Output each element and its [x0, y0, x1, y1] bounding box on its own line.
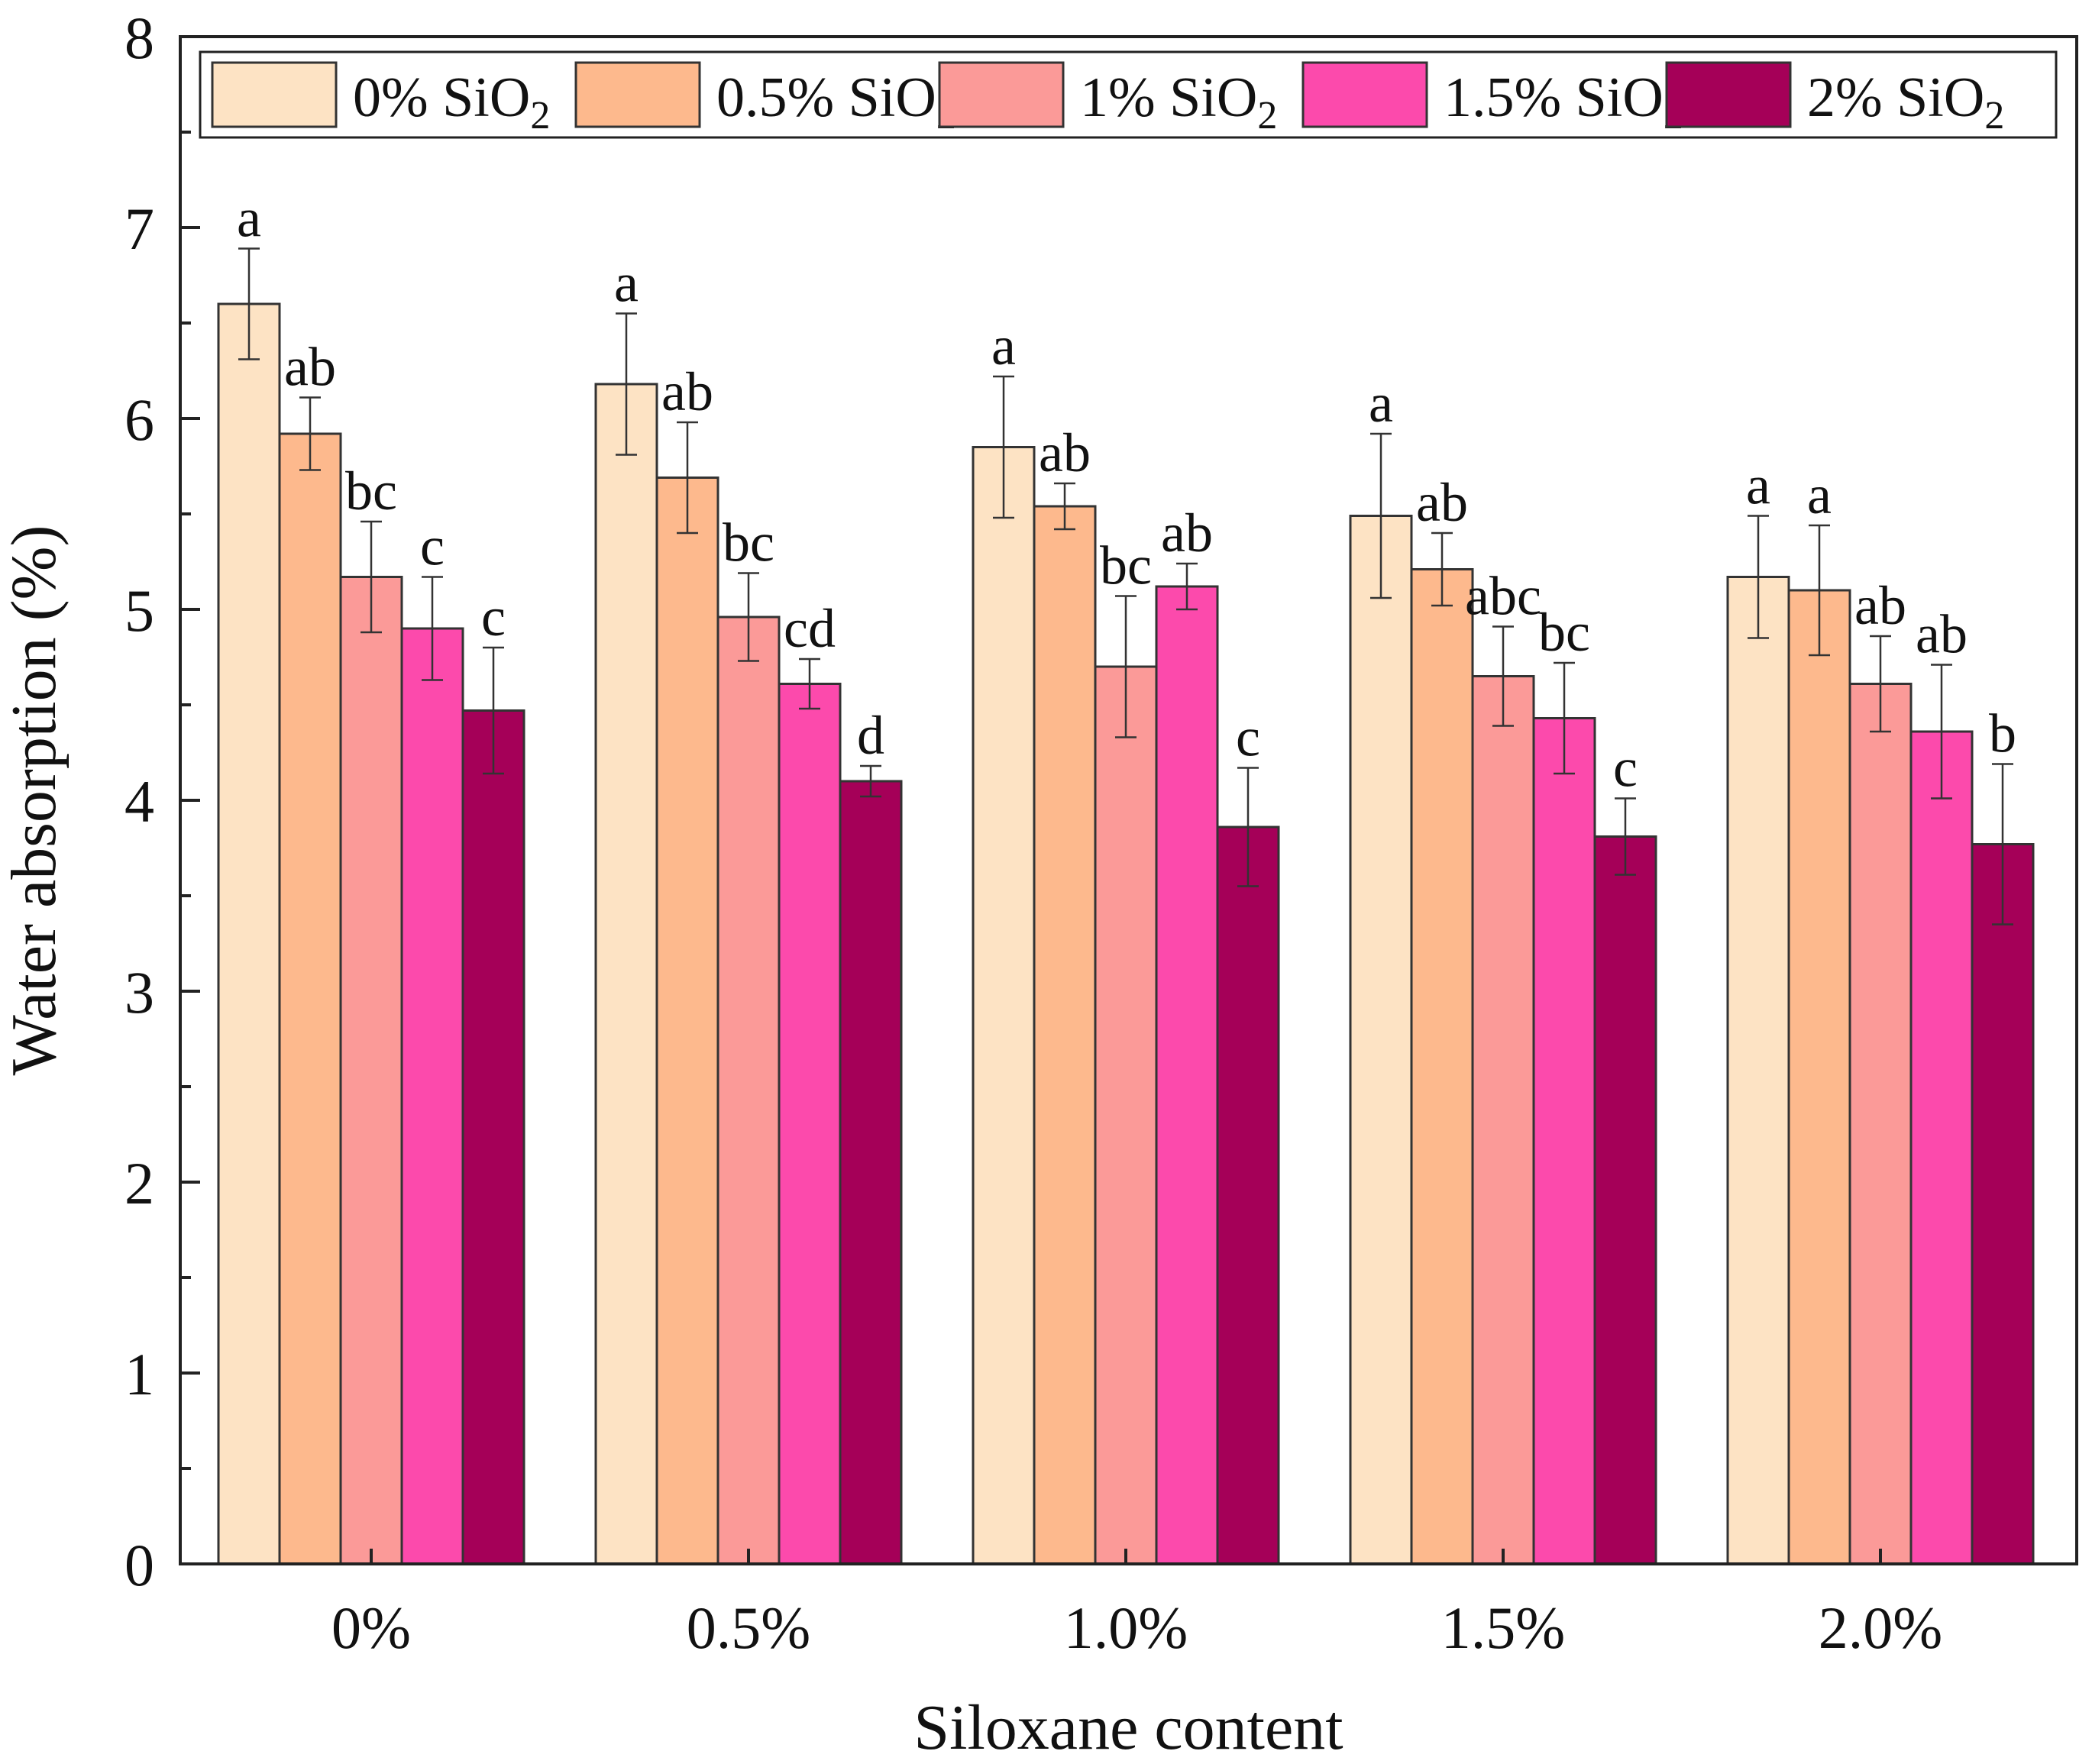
- bar: [1094, 665, 1158, 1565]
- legend-swatch: [1301, 61, 1428, 128]
- x-tick-label: 0.5%: [687, 1594, 810, 1661]
- x-tick-label: 1.5%: [1441, 1594, 1565, 1661]
- bar: [339, 576, 403, 1565]
- legend-label: 2% SiO2: [1807, 66, 2004, 137]
- bar: [461, 709, 525, 1565]
- x-axis-ticks: 0% 0.5% 1.0% 1.5% 2.0%: [331, 1549, 1942, 1661]
- significance-label: a: [991, 315, 1016, 376]
- legend-label-subscript: 2: [1984, 94, 2004, 137]
- significance-label: bc: [1100, 535, 1152, 596]
- x-tick-label: 0%: [331, 1594, 411, 1661]
- significance-label: c: [481, 586, 506, 648]
- bar: [1033, 505, 1097, 1565]
- significance-label: bc: [1538, 602, 1590, 663]
- bar: [1593, 835, 1657, 1565]
- bar: [1216, 825, 1280, 1565]
- significance-label: c: [420, 516, 445, 577]
- y-tick-label: 4: [124, 768, 154, 835]
- significance-label: abc: [1465, 566, 1541, 627]
- bar: [1787, 589, 1851, 1565]
- bar: [1471, 675, 1535, 1565]
- bar: [1726, 576, 1790, 1565]
- significance-label: a: [1369, 373, 1393, 434]
- significance-label: ab: [661, 361, 713, 422]
- significance-label: bc: [723, 512, 774, 573]
- bar: [594, 383, 658, 1565]
- y-tick-label: 8: [124, 5, 154, 71]
- significance-label: c: [1236, 707, 1260, 768]
- bar: [278, 432, 342, 1565]
- y-tick-label: 0: [124, 1532, 154, 1598]
- bar: [655, 477, 719, 1565]
- x-axis-title: Siloxane content: [913, 1692, 1343, 1763]
- significance-label: cd: [784, 598, 836, 659]
- significance-label: b: [1989, 703, 2016, 764]
- y-axis-ticks: 0 1 2 3 4 5 6 7 8: [124, 5, 200, 1598]
- legend-swatch: [574, 61, 701, 128]
- bar: [972, 446, 1036, 1565]
- y-tick-label: 7: [124, 195, 154, 262]
- significance-label: ab: [1916, 604, 1968, 665]
- bar: [1155, 585, 1219, 1565]
- legend-label-subscript: 2: [530, 94, 550, 137]
- significance-label: bc: [345, 460, 397, 522]
- legend-label-text: 1% SiO: [1080, 66, 1257, 129]
- significance-label: ab: [1161, 502, 1213, 564]
- legend-swatch: [938, 61, 1065, 128]
- significance-label: ab: [1854, 575, 1906, 636]
- y-tick-label: 6: [124, 386, 154, 453]
- significance-label: a: [237, 188, 261, 249]
- significance-label: ab: [1416, 472, 1468, 533]
- bar: [1848, 683, 1913, 1565]
- bar: [839, 780, 903, 1565]
- significance-label: a: [1807, 464, 1832, 525]
- bar: [1349, 515, 1413, 1565]
- significance-label: d: [857, 705, 884, 766]
- significance-label: a: [614, 253, 639, 314]
- bar: [400, 627, 464, 1565]
- significance-label: c: [1613, 738, 1638, 799]
- significance-label: a: [1746, 455, 1770, 516]
- legend-label: 0.5% SiO2: [716, 66, 956, 137]
- bar: [1532, 717, 1596, 1565]
- legend-label-text: 0.5% SiO: [716, 66, 936, 129]
- y-tick-label: 1: [124, 1341, 154, 1407]
- legend-label: 0% SiO2: [353, 66, 550, 137]
- bars-layer: [217, 302, 2035, 1565]
- y-tick-label: 5: [124, 577, 154, 644]
- legend-label-text: 0% SiO: [353, 66, 530, 129]
- y-axis-title: Water absorption (%): [0, 525, 70, 1076]
- legend-swatch: [211, 61, 338, 128]
- significance-label: ab: [1039, 422, 1091, 483]
- x-tick-label: 2.0%: [1819, 1594, 1942, 1661]
- bar: [778, 683, 842, 1565]
- y-tick-label: 2: [124, 1150, 154, 1216]
- legend-label: 1.5% SiO2: [1444, 66, 1683, 137]
- bar: [217, 302, 281, 1565]
- x-tick-label: 1.0%: [1064, 1594, 1188, 1661]
- error-bars-layer: [238, 247, 2013, 926]
- legend-label-subscript: 2: [1257, 94, 1277, 137]
- y-tick-label: 3: [124, 959, 154, 1026]
- bar: [1909, 730, 1974, 1565]
- bar: [1410, 568, 1474, 1565]
- significance-label: ab: [284, 337, 336, 398]
- bar: [716, 615, 781, 1565]
- legend-label-text: 2% SiO: [1807, 66, 1984, 129]
- legend-label-text: 1.5% SiO: [1444, 66, 1664, 129]
- bar: [1971, 843, 2035, 1565]
- legend-swatch: [1665, 61, 1792, 128]
- legend-label: 1% SiO2: [1080, 66, 1277, 137]
